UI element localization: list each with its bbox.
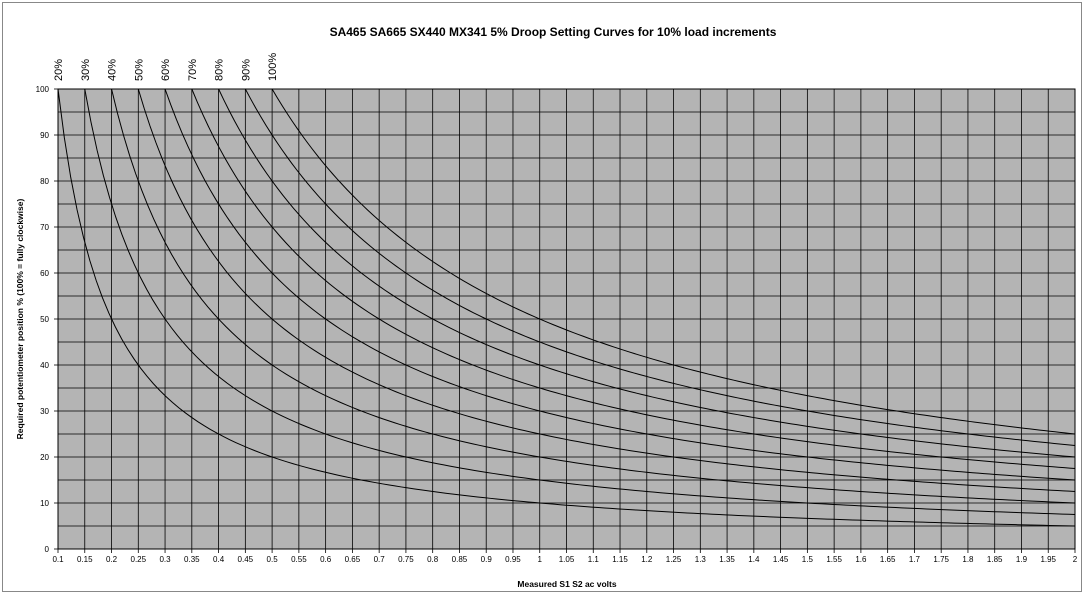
y-axis-ticks: 0 10 20 30 40 50 60 70 80 90 100 — [36, 85, 58, 554]
x-tick-label: 0.2 — [106, 555, 118, 564]
x-tick-label: 1.7 — [909, 555, 921, 564]
droop-curve-40pct — [111, 88, 1076, 504]
x-tick-label: 1.75 — [933, 555, 949, 564]
x-tick-label: 0.5 — [267, 555, 279, 564]
x-tick-label: 0.35 — [184, 555, 200, 564]
x-axis-ticks: 0.1 0.15 0.2 0.25 0.3 0.35 0.4 0.45 0.5 0.55 0.6 0.… — [52, 549, 1078, 564]
x-tick-label: 1.55 — [826, 555, 842, 564]
x-tick-label: 1.4 — [748, 555, 760, 564]
droop-curve-60pct — [164, 88, 1076, 481]
x-tick-label: 0.9 — [481, 555, 493, 564]
x-tick-label: 1.85 — [987, 555, 1003, 564]
series-label-90pct: 90% — [240, 59, 252, 81]
droop-curve-90pct — [244, 88, 1076, 446]
series-label-60pct: 60% — [160, 59, 172, 81]
x-tick-label: 0.95 — [505, 555, 521, 564]
series-label-70pct: 70% — [187, 59, 199, 81]
y-tick-label: 40 — [40, 361, 49, 370]
x-tick-label: 0.55 — [291, 555, 307, 564]
series-labels: 20% 30% 40% 50% 60% 70% 80% 90% 100% — [53, 53, 279, 81]
y-tick-label: 60 — [40, 269, 49, 278]
y-tick-label: 20 — [40, 453, 49, 462]
y-tick-label: 30 — [40, 407, 49, 416]
y-tick-label: 90 — [40, 131, 49, 140]
x-tick-label: 0.15 — [77, 555, 93, 564]
x-tick-label: 1.6 — [855, 555, 867, 564]
x-tick-label: 0.7 — [374, 555, 386, 564]
droop-curve-80pct — [218, 88, 1076, 458]
x-tick-label: 0.65 — [345, 555, 361, 564]
x-tick-label: 1.15 — [612, 555, 628, 564]
x-tick-label: 1.5 — [802, 555, 814, 564]
x-tick-label: 0.45 — [238, 555, 254, 564]
x-tick-label: 0.4 — [213, 555, 225, 564]
x-tick-label: 0.6 — [320, 555, 332, 564]
x-tick-label: 1.65 — [880, 555, 896, 564]
y-tick-label: 80 — [40, 177, 49, 186]
droop-chart: SA465 SA665 SX440 MX341 5% Droop Setting… — [15, 25, 1078, 589]
droop-curve-20pct — [57, 88, 1076, 527]
x-tick-label: 1.1 — [588, 555, 600, 564]
x-tick-label: 0.85 — [452, 555, 468, 564]
x-tick-label: 1.9 — [1016, 555, 1028, 564]
x-tick-label: 1.95 — [1040, 555, 1056, 564]
droop-curve-70pct — [191, 88, 1076, 469]
series-label-20pct: 20% — [53, 59, 65, 81]
x-tick-label: 1 — [538, 555, 543, 564]
x-tick-label: 0.8 — [427, 555, 439, 564]
series-label-80pct: 80% — [214, 59, 226, 81]
series-label-50pct: 50% — [133, 59, 145, 81]
x-tick-label: 0.75 — [398, 555, 414, 564]
x-tick-label: 1.3 — [695, 555, 707, 564]
y-tick-label: 70 — [40, 223, 49, 232]
droop-curve-50pct — [137, 88, 1076, 492]
y-tick-label: 10 — [40, 499, 49, 508]
x-tick-label: 1.25 — [666, 555, 682, 564]
y-axis-title: Required potentiometer position % (100% … — [15, 199, 25, 440]
x-tick-label: 1.45 — [773, 555, 789, 564]
chart-title: SA465 SA665 SX440 MX341 5% Droop Setting… — [330, 25, 777, 39]
x-tick-label: 0.25 — [131, 555, 147, 564]
x-tick-label: 2 — [1073, 555, 1078, 564]
series-label-30pct: 30% — [80, 59, 92, 81]
x-tick-label: 0.1 — [52, 555, 64, 564]
x-tick-label: 1.2 — [641, 555, 653, 564]
x-tick-label: 1.8 — [962, 555, 974, 564]
curve-layer — [57, 88, 1076, 527]
series-label-100pct: 100% — [267, 53, 279, 81]
grid-lines — [57, 88, 1076, 550]
y-tick-label: 100 — [36, 85, 50, 94]
x-tick-label: 1.35 — [719, 555, 735, 564]
x-tick-label: 0.3 — [159, 555, 171, 564]
series-label-40pct: 40% — [107, 59, 119, 81]
droop-curve-30pct — [84, 88, 1076, 515]
y-tick-label: 0 — [45, 545, 50, 554]
droop-curve-100pct — [271, 88, 1076, 435]
y-tick-label: 50 — [40, 315, 49, 324]
x-tick-label: 1.05 — [559, 555, 575, 564]
x-axis-title: Measured S1 S2 ac volts — [517, 579, 616, 589]
